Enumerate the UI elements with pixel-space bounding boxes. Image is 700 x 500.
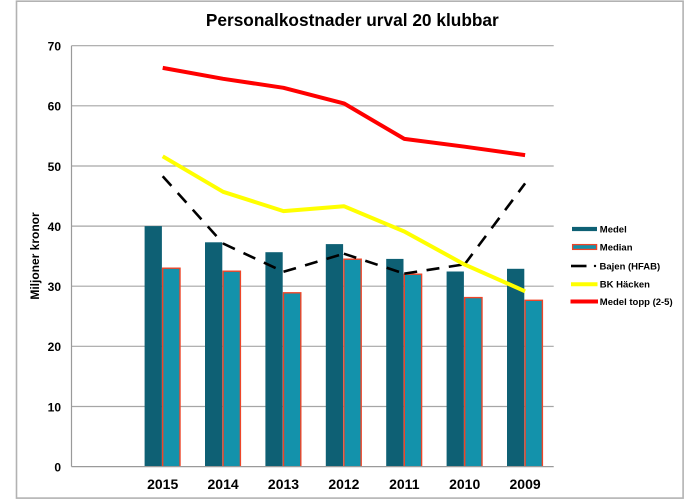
svg-text:2010: 2010: [449, 476, 480, 492]
svg-text:2014: 2014: [208, 476, 239, 492]
svg-text:30: 30: [48, 280, 62, 294]
svg-text:Miljoner kronor: Miljoner kronor: [28, 212, 42, 300]
svg-text:2012: 2012: [328, 476, 359, 492]
svg-text:70: 70: [48, 40, 62, 54]
svg-text:20: 20: [48, 340, 62, 354]
svg-text:Medel: Medel: [600, 224, 627, 235]
svg-text:Median: Median: [600, 242, 633, 253]
svg-text:Medel topp (2-5): Medel topp (2-5): [600, 297, 673, 308]
svg-text:BK Häcken: BK Häcken: [600, 280, 650, 291]
svg-text:50: 50: [48, 160, 62, 174]
svg-text:2011: 2011: [389, 476, 420, 492]
svg-text:2009: 2009: [510, 476, 541, 492]
svg-text:2015: 2015: [147, 476, 178, 492]
svg-text:2013: 2013: [268, 476, 299, 492]
svg-text:Personalkostnader urval 20 klu: Personalkostnader urval 20 klubbar: [206, 10, 499, 30]
svg-text:Bajen (HFAB): Bajen (HFAB): [600, 261, 661, 272]
svg-text:0: 0: [54, 460, 61, 474]
svg-text:40: 40: [48, 220, 62, 234]
svg-text:60: 60: [48, 100, 62, 114]
svg-text:10: 10: [48, 400, 62, 414]
